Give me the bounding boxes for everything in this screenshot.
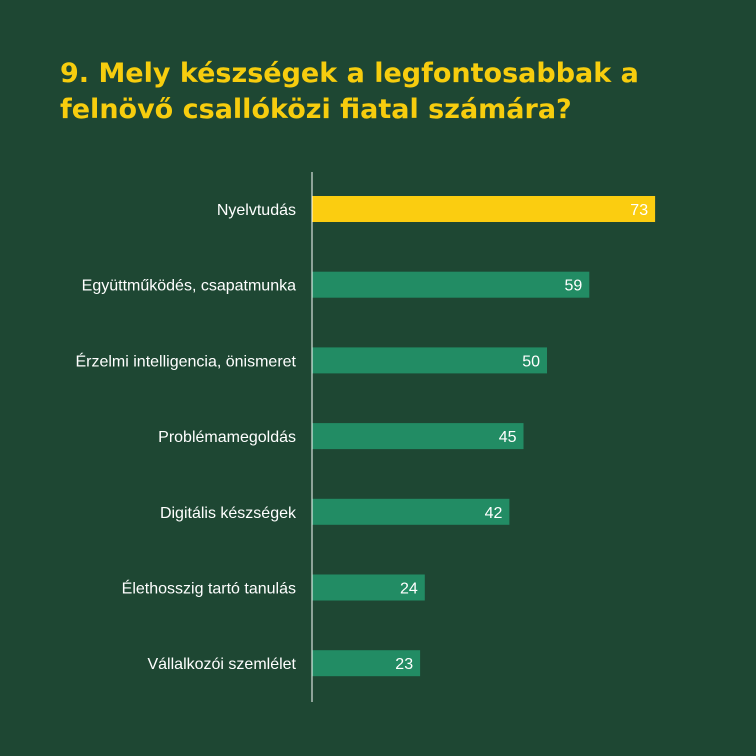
- value-label-7: 23: [395, 656, 413, 673]
- bar-4: [312, 423, 524, 450]
- bar-7: [312, 650, 421, 677]
- chart-title-line-2: felnövő csallóközi fiatal számára?: [60, 94, 572, 125]
- bar-5: [312, 498, 510, 525]
- category-label-6: Élethosszig tartó tanulás: [122, 579, 296, 598]
- value-label-2: 59: [565, 278, 583, 295]
- category-label-7: Vállalkozói szemlélet: [147, 656, 296, 673]
- bar-3: [312, 347, 547, 374]
- category-label-1: Nyelvtudás: [217, 202, 296, 219]
- chart-title-line-1: 9. Mely készségek a legfontosabbak a: [60, 58, 639, 89]
- category-label-2: Együttműködés, csapatmunka: [82, 278, 296, 295]
- bar-1: [312, 196, 656, 222]
- value-label-1: 73: [630, 202, 648, 219]
- category-label-3: Érzelmi intelligencia, önismeret: [75, 351, 296, 370]
- value-label-5: 42: [485, 505, 503, 522]
- chart-title: 9. Mely készségek a legfontosabbak a fel…: [60, 56, 720, 128]
- bar-6: [312, 574, 425, 601]
- value-label-4: 45: [499, 429, 517, 446]
- value-label-3: 50: [522, 353, 540, 370]
- category-label-4: Problémamegoldás: [158, 429, 296, 446]
- bar-2: [312, 271, 590, 298]
- category-label-5: Digitális készségek: [160, 505, 297, 522]
- value-label-6: 24: [400, 581, 418, 598]
